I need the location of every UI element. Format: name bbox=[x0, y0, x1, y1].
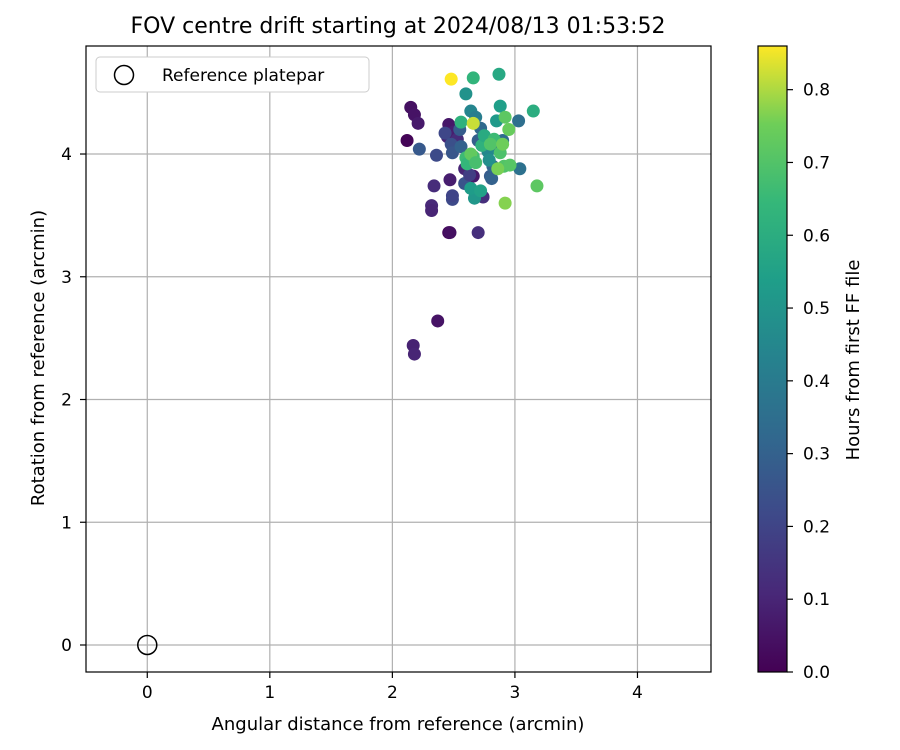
y-tick-label: 4 bbox=[61, 145, 72, 165]
y-tick-label: 2 bbox=[61, 391, 72, 411]
scatter-point bbox=[454, 140, 468, 154]
scatter-point bbox=[443, 173, 457, 187]
scatter-point bbox=[471, 226, 485, 240]
scatter-point bbox=[492, 67, 506, 81]
scatter-point bbox=[459, 87, 473, 101]
plot-background bbox=[86, 46, 711, 672]
scatter-point bbox=[469, 156, 483, 170]
x-tick-label: 4 bbox=[632, 683, 643, 703]
chart-title: FOV centre drift starting at 2024/08/13 … bbox=[131, 14, 666, 39]
scatter-point bbox=[513, 162, 527, 176]
x-axis-ticks: 0 1 2 3 4 bbox=[142, 672, 643, 703]
scatter-point bbox=[483, 137, 497, 151]
colorbar-ticks: 0.0 0.1 0.2 0.3 0.4 0.5 0.6 0.7 0.8 bbox=[787, 81, 830, 683]
scatter-point bbox=[526, 104, 540, 118]
scatter-point bbox=[438, 126, 452, 140]
y-tick-label: 1 bbox=[61, 513, 72, 533]
x-tick-label: 1 bbox=[264, 683, 275, 703]
scatter-point bbox=[445, 189, 459, 203]
scatter-point bbox=[493, 99, 507, 113]
scatter-point bbox=[427, 179, 441, 193]
x-axis-label: Angular distance from reference (arcmin) bbox=[212, 714, 585, 735]
scatter-point bbox=[466, 116, 480, 130]
legend-entry-reference: Reference platepar bbox=[162, 66, 324, 86]
reference-marker-group bbox=[137, 634, 158, 656]
reference-marker bbox=[137, 634, 158, 656]
scatter-point bbox=[491, 162, 505, 176]
x-tick-label: 2 bbox=[387, 683, 398, 703]
colorbar-tick-label: 0.4 bbox=[803, 372, 830, 392]
colorbar-tick-label: 0.0 bbox=[803, 663, 830, 683]
colorbar: 0.0 0.1 0.2 0.3 0.4 0.5 0.6 0.7 0.8 Hours from f… bbox=[757, 45, 864, 683]
colorbar-gradient bbox=[757, 45, 788, 673]
x-tick-label: 3 bbox=[510, 683, 521, 703]
scatter-point bbox=[443, 226, 457, 240]
scatter-point bbox=[429, 148, 443, 162]
scatter-point bbox=[502, 122, 516, 136]
y-tick-label: 0 bbox=[61, 636, 72, 656]
plot-frame bbox=[85, 45, 712, 673]
scatter-point bbox=[412, 142, 426, 156]
scatter-point bbox=[482, 153, 496, 167]
colorbar-tick-label: 0.5 bbox=[803, 299, 830, 319]
y-axis-label: Rotation from reference (arcmin) bbox=[28, 210, 49, 506]
y-tick-label: 3 bbox=[61, 268, 72, 288]
legend-marker-reference bbox=[113, 64, 135, 86]
x-tick-label: 0 bbox=[142, 683, 153, 703]
plot-area: 0 1 2 3 4 0 1 2 3 4 bbox=[61, 45, 712, 703]
colorbar-tick-label: 0.8 bbox=[803, 81, 830, 101]
scatter-point bbox=[474, 184, 488, 198]
grid bbox=[86, 46, 711, 672]
scatter-point bbox=[512, 114, 526, 128]
scatter-point bbox=[530, 179, 544, 193]
y-axis-ticks: 0 1 2 3 4 bbox=[61, 145, 86, 656]
scatter-point bbox=[496, 137, 510, 151]
scatter-point bbox=[400, 134, 414, 148]
scatter-point bbox=[463, 168, 477, 182]
scatter-point bbox=[425, 203, 439, 217]
colorbar-tick-label: 0.6 bbox=[803, 226, 830, 246]
scatter-point bbox=[444, 72, 458, 86]
scatter-point bbox=[498, 110, 512, 124]
legend: Reference platepar bbox=[95, 56, 370, 93]
colorbar-label: Hours from first FF file bbox=[843, 260, 864, 461]
scatter-point bbox=[466, 71, 480, 85]
scatter-point bbox=[503, 158, 517, 172]
scatter-points bbox=[400, 67, 544, 361]
scatter-point bbox=[454, 115, 468, 129]
scatter-point bbox=[498, 196, 512, 210]
scatter-point bbox=[485, 172, 499, 186]
colorbar-tick-label: 0.1 bbox=[803, 590, 830, 610]
colorbar-tick-label: 0.2 bbox=[803, 517, 830, 537]
legend-box bbox=[95, 56, 370, 93]
colorbar-tick-label: 0.7 bbox=[803, 153, 830, 173]
scatter-point bbox=[431, 314, 445, 328]
colorbar-tick-label: 0.3 bbox=[803, 445, 830, 465]
scatter-point bbox=[407, 347, 421, 361]
scatter-point bbox=[464, 181, 478, 195]
scatter-point bbox=[411, 116, 425, 130]
